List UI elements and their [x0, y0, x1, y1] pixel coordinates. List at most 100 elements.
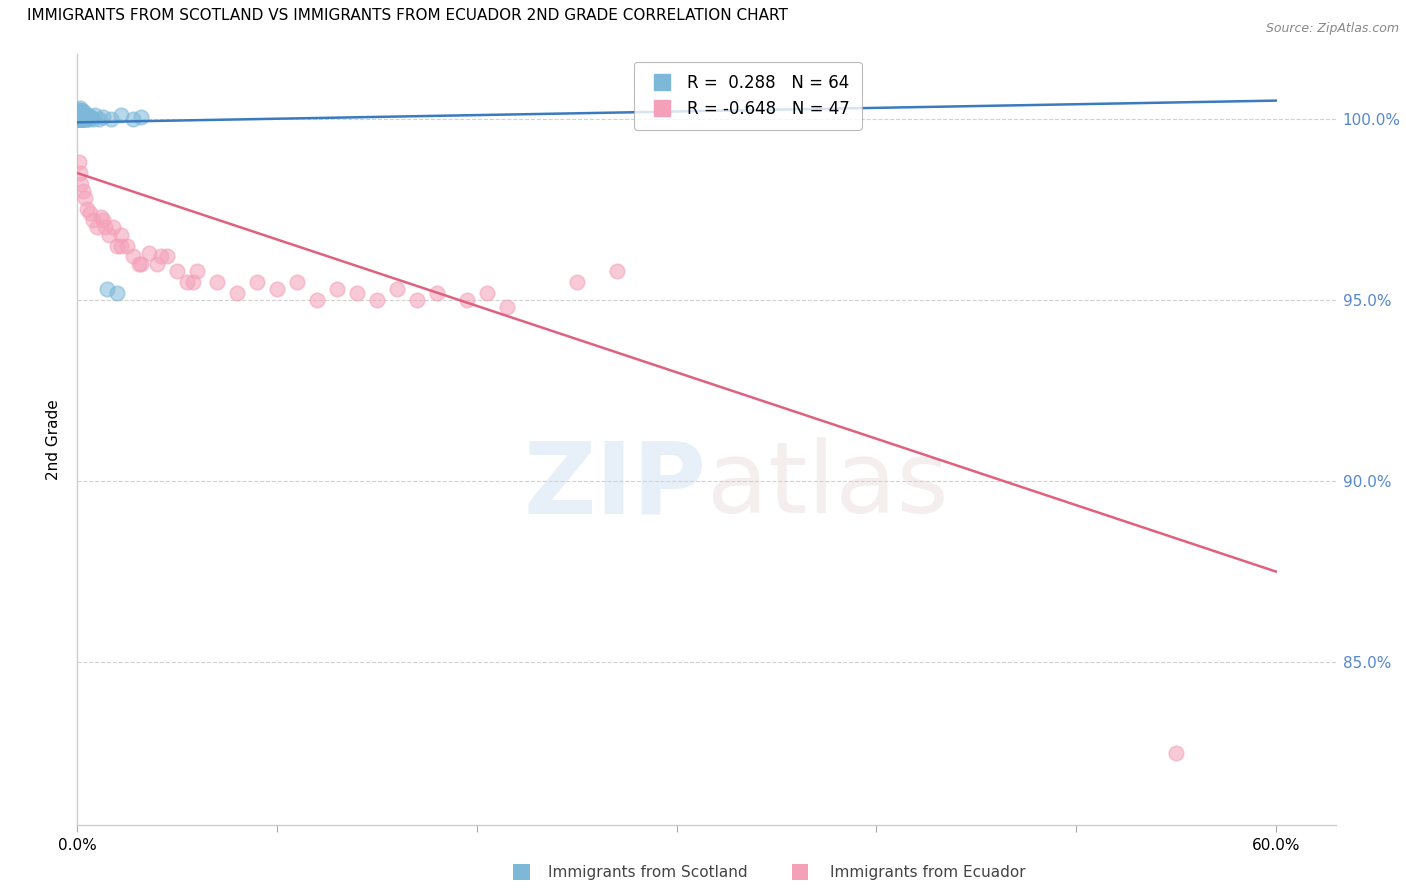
Point — [103, 220, 125, 235]
Point — [122, 112, 145, 126]
Point — [75, 112, 97, 126]
Point — [138, 245, 160, 260]
Point — [69, 112, 91, 126]
Point — [385, 282, 408, 296]
Point — [70, 112, 93, 126]
Point — [67, 155, 90, 169]
Point — [285, 275, 308, 289]
Text: Immigrants from Scotland: Immigrants from Scotland — [548, 865, 748, 880]
Point — [110, 227, 132, 242]
Point — [76, 112, 98, 126]
Point — [69, 112, 91, 126]
Point — [70, 104, 93, 119]
Point — [226, 285, 249, 300]
Point — [72, 106, 94, 120]
Point — [70, 112, 93, 126]
Point — [91, 110, 114, 124]
Point — [70, 104, 93, 119]
Point — [67, 110, 90, 124]
Point — [110, 108, 132, 122]
Point — [72, 104, 94, 119]
Point — [456, 293, 478, 307]
Point — [75, 108, 97, 122]
Point — [82, 213, 104, 227]
Point — [246, 275, 269, 289]
Point — [94, 220, 117, 235]
Point — [129, 257, 152, 271]
Point — [67, 112, 90, 126]
Point — [366, 293, 388, 307]
Legend: R =  0.288   N = 64, R = -0.648   N = 47: R = 0.288 N = 64, R = -0.648 N = 47 — [634, 62, 862, 129]
Point — [70, 110, 93, 124]
Point — [69, 101, 91, 115]
Point — [1164, 746, 1187, 760]
Point — [67, 106, 90, 120]
Point — [69, 108, 91, 122]
Point — [76, 202, 98, 217]
Point — [73, 110, 96, 124]
Point — [90, 210, 112, 224]
Point — [98, 227, 121, 242]
Point — [606, 264, 628, 278]
Point — [67, 112, 90, 126]
Point — [122, 249, 145, 263]
Point — [156, 249, 179, 263]
Point — [76, 112, 98, 126]
Point — [110, 238, 132, 252]
Point — [565, 275, 588, 289]
Point — [205, 275, 228, 289]
Point — [89, 112, 111, 126]
Point — [69, 106, 91, 120]
Point — [72, 184, 94, 198]
Y-axis label: 2nd Grade: 2nd Grade — [46, 399, 62, 480]
Point — [73, 108, 96, 122]
Point — [176, 275, 198, 289]
Point — [80, 110, 103, 124]
Point — [326, 282, 349, 296]
Point — [67, 108, 90, 122]
Point — [146, 257, 169, 271]
Point — [67, 104, 90, 119]
Point — [79, 112, 101, 126]
Point — [69, 112, 91, 126]
Point — [67, 112, 90, 126]
Point — [72, 112, 94, 126]
Point — [69, 112, 91, 126]
Point — [77, 108, 100, 122]
Point — [166, 264, 188, 278]
Text: ZIP: ZIP — [523, 437, 707, 534]
Text: Source: ZipAtlas.com: Source: ZipAtlas.com — [1265, 22, 1399, 36]
Point — [100, 112, 122, 126]
Point — [70, 177, 93, 191]
Point — [406, 293, 429, 307]
Point — [73, 112, 96, 126]
Point — [266, 282, 288, 296]
Point — [117, 238, 139, 252]
Point — [70, 112, 93, 126]
Point — [69, 108, 91, 122]
Point — [96, 282, 118, 296]
Point — [150, 249, 173, 263]
Point — [69, 112, 91, 126]
Point — [70, 108, 93, 122]
Point — [475, 285, 498, 300]
Point — [69, 104, 91, 119]
Point — [82, 112, 104, 126]
Point — [91, 213, 114, 227]
Text: IMMIGRANTS FROM SCOTLAND VS IMMIGRANTS FROM ECUADOR 2ND GRADE CORRELATION CHART: IMMIGRANTS FROM SCOTLAND VS IMMIGRANTS F… — [27, 8, 787, 22]
Text: atlas: atlas — [707, 437, 948, 534]
Point — [72, 112, 94, 126]
Point — [129, 110, 152, 124]
Point — [105, 285, 128, 300]
Point — [346, 285, 368, 300]
Point — [495, 300, 517, 314]
Point — [181, 275, 204, 289]
Point — [72, 112, 94, 126]
Text: Immigrants from Ecuador: Immigrants from Ecuador — [830, 865, 1025, 880]
Point — [84, 108, 107, 122]
Point — [69, 106, 91, 120]
Point — [70, 112, 93, 126]
Point — [69, 104, 91, 119]
Point — [186, 264, 208, 278]
Point — [128, 257, 150, 271]
